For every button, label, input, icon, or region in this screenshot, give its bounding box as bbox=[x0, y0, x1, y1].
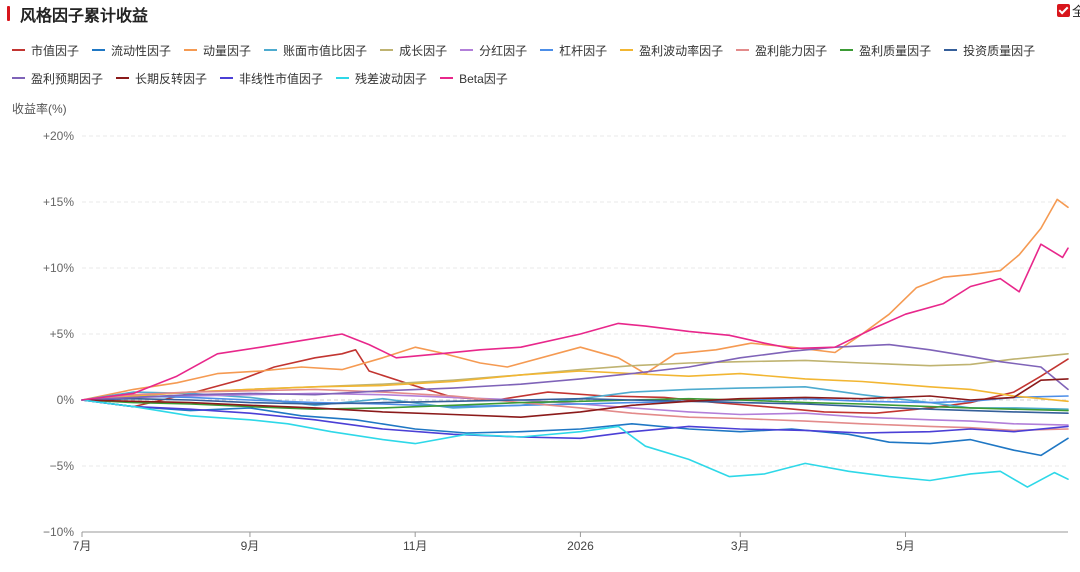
legend-label: 分红因子 bbox=[479, 43, 528, 58]
legend-item[interactable]: 盈利波动率因子 bbox=[620, 42, 723, 59]
legend-label: 盈利波动率因子 bbox=[639, 43, 724, 58]
series-14 bbox=[81, 399, 1069, 488]
legend-swatch bbox=[460, 49, 474, 51]
y-tick-label: 0% bbox=[57, 393, 75, 407]
legend-item[interactable]: 盈利质量因子 bbox=[840, 42, 931, 59]
y-axis-title: 收益率(%) bbox=[12, 102, 67, 116]
series-12 bbox=[81, 378, 1069, 418]
legend-swatch bbox=[736, 49, 750, 51]
series-line bbox=[81, 399, 1069, 457]
series-6 bbox=[81, 395, 1069, 408]
checkbox-checked-icon[interactable] bbox=[1057, 4, 1070, 17]
legend-label: 盈利质量因子 bbox=[859, 43, 932, 58]
legend-item[interactable]: 残差波动因子 bbox=[336, 70, 427, 87]
series-line bbox=[81, 397, 1069, 412]
y-tick-label: −5% bbox=[50, 459, 75, 473]
series-13 bbox=[81, 399, 1069, 440]
y-tick-label: +5% bbox=[50, 327, 75, 341]
legend-item[interactable]: 非线性市值因子 bbox=[220, 70, 323, 87]
legend-item[interactable]: 账面市值比因子 bbox=[264, 42, 367, 59]
legend-swatch bbox=[116, 77, 130, 79]
legend-label: 盈利能力因子 bbox=[755, 43, 828, 58]
legend-swatch bbox=[12, 77, 25, 79]
select-all-toggle[interactable]: 全 bbox=[1057, 1, 1080, 20]
header: 风格因子累计收益 全 bbox=[0, 0, 1080, 26]
legend-item[interactable]: 盈利预期因子 bbox=[12, 70, 103, 87]
legend-item[interactable]: 流动性因子 bbox=[92, 42, 171, 59]
x-tick-label: 11月 bbox=[403, 539, 427, 553]
series-line bbox=[81, 386, 1069, 410]
legend-swatch bbox=[620, 49, 634, 51]
legend-item[interactable]: 市值因子 bbox=[12, 42, 79, 59]
legend-label: 流动性因子 bbox=[111, 43, 172, 58]
series-5 bbox=[81, 392, 1069, 426]
legend-swatch bbox=[540, 49, 554, 51]
x-tick-label: 3月 bbox=[731, 539, 750, 553]
legend-item[interactable]: 投资质量因子 bbox=[944, 42, 1035, 59]
y-tick-label: +20% bbox=[43, 129, 74, 143]
x-tick-label: 9月 bbox=[241, 539, 260, 553]
series-8 bbox=[81, 388, 1069, 432]
series-line bbox=[81, 370, 1069, 403]
legend-swatch bbox=[840, 49, 854, 51]
y-tick-label: +10% bbox=[43, 261, 74, 275]
series-line bbox=[81, 399, 1069, 488]
legend-label: 投资质量因子 bbox=[963, 43, 1036, 58]
legend-swatch bbox=[184, 49, 198, 51]
series-3 bbox=[81, 386, 1069, 410]
x-tick-label: 2026 bbox=[567, 539, 594, 553]
legend-label: 长期反转因子 bbox=[135, 71, 208, 86]
series-10 bbox=[81, 397, 1069, 414]
legend-label: 非线性市值因子 bbox=[239, 71, 324, 86]
legend-swatch bbox=[12, 49, 25, 51]
legend-label: 残差波动因子 bbox=[355, 71, 428, 86]
legend-swatch bbox=[92, 49, 106, 51]
legend-label: 杠杆因子 bbox=[559, 43, 608, 58]
legend-label: 市值因子 bbox=[31, 43, 80, 58]
series-15 bbox=[81, 243, 1069, 401]
y-tick-label: +15% bbox=[43, 195, 74, 209]
page-title: 风格因子累计收益 bbox=[20, 8, 149, 25]
legend-item[interactable]: 杠杆因子 bbox=[540, 42, 607, 59]
legend-label: Beta因子 bbox=[459, 71, 508, 86]
legend-item[interactable]: 长期反转因子 bbox=[116, 70, 207, 87]
series-line bbox=[81, 243, 1069, 401]
series-1 bbox=[81, 399, 1069, 457]
y-tick-label: −10% bbox=[43, 525, 74, 539]
series-11 bbox=[81, 343, 1069, 401]
legend-row: 盈利预期因子 长期反转因子 非线性市值因子 残差波动因子 Beta因子 bbox=[12, 68, 521, 88]
x-tick-label: 7月 bbox=[73, 539, 92, 553]
legend-swatch bbox=[220, 77, 234, 79]
legend-label: 动量因子 bbox=[203, 43, 252, 58]
legend-swatch bbox=[380, 49, 394, 51]
legend-item[interactable]: 动量因子 bbox=[184, 42, 251, 59]
legend-label: 盈利预期因子 bbox=[31, 71, 104, 86]
legend-swatch bbox=[944, 49, 958, 51]
series-7 bbox=[81, 370, 1069, 403]
legend-item[interactable]: 分红因子 bbox=[460, 42, 527, 59]
x-tick-label: 5月 bbox=[896, 539, 915, 553]
series-line bbox=[81, 399, 1069, 440]
series-line bbox=[81, 388, 1069, 432]
legend-swatch bbox=[336, 77, 350, 79]
series-line bbox=[81, 395, 1069, 408]
series-line bbox=[81, 392, 1069, 426]
legend-label: 账面市值比因子 bbox=[283, 43, 368, 58]
legend-swatch bbox=[440, 77, 454, 79]
legend-item[interactable]: Beta因子 bbox=[440, 70, 508, 87]
series-line bbox=[81, 343, 1069, 401]
legend-swatch bbox=[264, 49, 278, 51]
series-line bbox=[81, 378, 1069, 418]
select-all-label: 全 bbox=[1072, 4, 1080, 19]
legend-item[interactable]: 成长因子 bbox=[380, 42, 447, 59]
series-9 bbox=[81, 397, 1069, 412]
series-line bbox=[81, 397, 1069, 414]
title-accent-bar bbox=[7, 6, 10, 21]
legend-row: 市值因子 流动性因子 动量因子 账面市值比因子 成长因子 分红因子 杠杆因子 盈利波动率因子 盈… bbox=[12, 40, 1048, 60]
legend-label: 成长因子 bbox=[399, 43, 448, 58]
legend-item[interactable]: 盈利能力因子 bbox=[736, 42, 827, 59]
